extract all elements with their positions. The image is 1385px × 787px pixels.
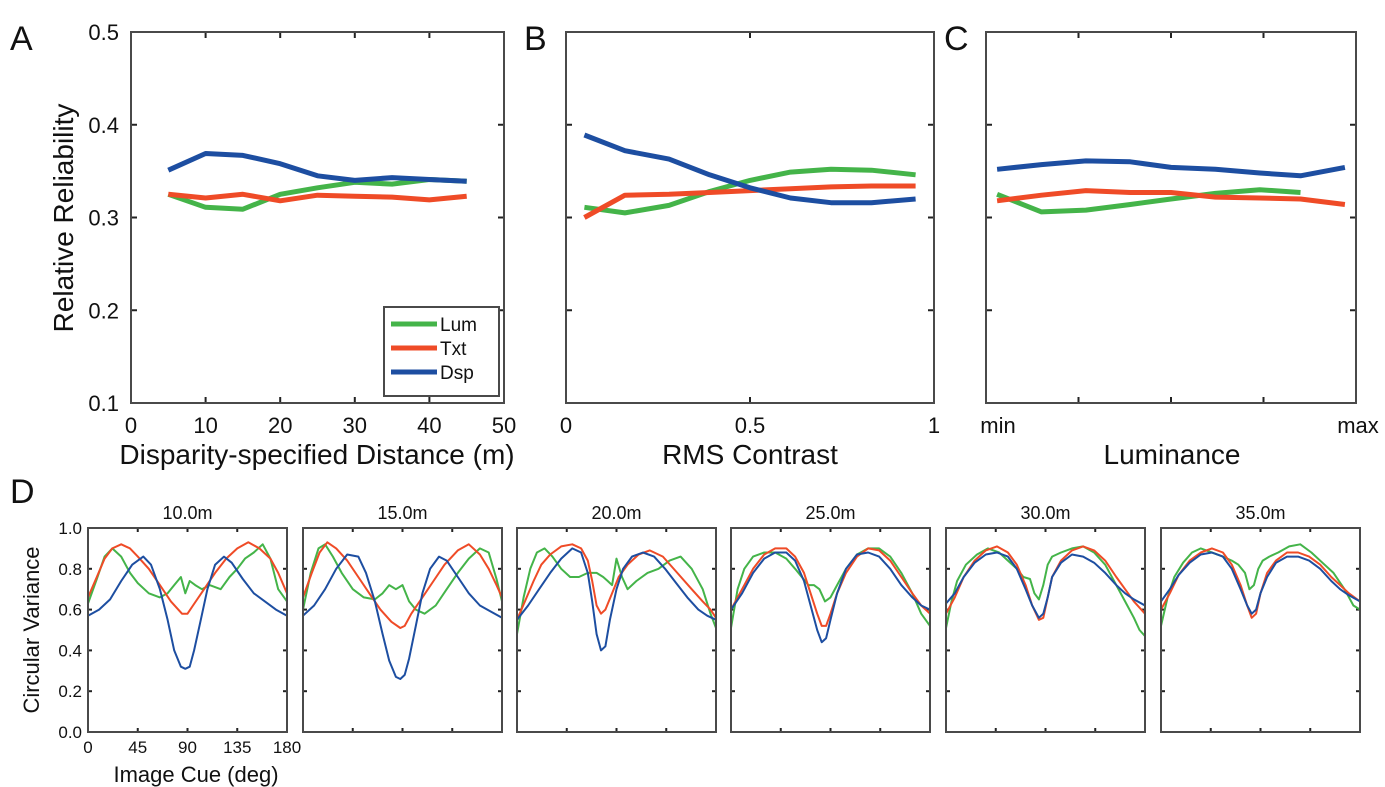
x-axis-label: RMS Contrast: [662, 439, 838, 470]
y-tick-label: 0.1: [88, 391, 119, 416]
panel-letter: B: [524, 20, 547, 58]
plot-frame: [730, 527, 931, 733]
series-line-dsp: [583, 132, 916, 206]
x-tick-label: 45: [128, 738, 147, 757]
series-line-dsp: [87, 555, 288, 670]
x-tick-label: 135: [223, 738, 251, 757]
plot-frame: [130, 31, 505, 404]
legend: Lum Txt Dsp: [383, 306, 500, 397]
panel-letter: D: [10, 473, 35, 511]
panel-a: A 0.1 0.2 0.3 0.4 0.5 0 10 20 30 40 50Disparity-spe…: [10, 20, 516, 470]
x-tick-label: 180: [273, 738, 301, 757]
series-line-txt: [945, 545, 1146, 621]
series-line-dsp: [516, 547, 717, 652]
subplot-4: 25.0m: [730, 503, 931, 733]
series-line-dsp: [945, 551, 1146, 619]
subplot-title: 20.0m: [591, 503, 641, 523]
subplot-title: 15.0m: [377, 503, 427, 523]
x-tick-label: 10: [193, 413, 217, 438]
subplot-3: 20.0m: [516, 503, 717, 733]
series-line-txt: [87, 541, 288, 615]
series-line-dsp: [996, 158, 1346, 179]
series-line-txt: [168, 191, 467, 204]
series-line-lum: [516, 547, 717, 635]
x-tick-label: 1: [928, 413, 940, 438]
legend-label-dsp: Dsp: [440, 363, 474, 384]
panel-letter: C: [944, 20, 969, 58]
series-line-lum: [87, 543, 288, 604]
series-line-txt: [583, 183, 916, 220]
x-tick-label: 40: [417, 413, 441, 438]
x-tick-label: 0: [125, 413, 137, 438]
y-tick-label: 0.4: [88, 113, 119, 138]
y-tick-label: 0.0: [58, 723, 82, 742]
y-tick-label: 0.2: [88, 298, 119, 323]
x-tick-label: 0.5: [735, 413, 766, 438]
y-tick-label: 0.4: [58, 641, 82, 660]
series-line-txt: [302, 541, 503, 629]
series-line-txt: [730, 547, 931, 627]
y-tick-label: 1.0: [58, 519, 82, 538]
subplot-title: 35.0m: [1235, 503, 1285, 523]
series-line-lum: [996, 187, 1301, 215]
subplot-1: 10.0m 0.0 0.2 0.4 0.6 0.8 1.0 0 45 90 135 180: [58, 503, 301, 757]
x-axis-label: Disparity-specified Distance (m): [119, 439, 514, 470]
series-line-lum: [1160, 543, 1361, 627]
series-line-txt: [516, 543, 717, 621]
x-axis-label: Image Cue (deg): [113, 762, 278, 787]
x-tick-label: max: [1337, 413, 1379, 438]
y-tick-label: 0.6: [58, 601, 82, 620]
y-tick-label: 0.3: [88, 206, 119, 231]
subplot-5: 30.0m: [945, 503, 1146, 733]
subplot-2: 15.0m: [302, 503, 503, 733]
plot-frame: [87, 527, 288, 733]
series-line-txt: [1160, 547, 1361, 619]
panel-d: D 10.0m 0.0 0.2 0.4 0.6 0.8 1.0 0 45 90 135 180 15.0m…: [10, 473, 1361, 787]
x-tick-label: 90: [178, 738, 197, 757]
series-line-lum: [302, 543, 503, 615]
legend-label-lum: Lum: [440, 315, 477, 336]
plot-frame: [516, 527, 717, 733]
panel-letter: A: [10, 20, 33, 58]
subplot-title: 30.0m: [1020, 503, 1070, 523]
subplot-title: 25.0m: [805, 503, 855, 523]
x-tick-label: 50: [492, 413, 516, 438]
x-tick-label: 30: [343, 413, 367, 438]
y-axis-label: Relative Reliability: [48, 104, 79, 333]
y-tick-label: 0.2: [58, 682, 82, 701]
plot-frame: [302, 527, 503, 733]
x-tick-label: min: [980, 413, 1015, 438]
x-tick-label: 20: [268, 413, 292, 438]
series-line-lum: [730, 547, 931, 629]
legend-label-txt: Txt: [440, 339, 467, 360]
plot-frame: [985, 31, 1357, 404]
subplot-6: 35.0m: [1160, 503, 1361, 733]
x-tick-label: 0: [560, 413, 572, 438]
plot-frame: [1160, 527, 1361, 733]
series-line-dsp: [730, 551, 931, 644]
y-tick-label: 0.5: [88, 20, 119, 45]
series-line-txt: [996, 188, 1346, 207]
series-line-dsp: [1160, 551, 1361, 615]
plot-frame: [565, 31, 935, 404]
x-tick-label: 0: [83, 738, 92, 757]
panel-b: B 0 0.5 1 RMS Contrast: [524, 20, 940, 470]
y-axis-label: Circular Variance: [19, 546, 44, 713]
series-line-dsp: [302, 553, 503, 680]
x-axis-label: Luminance: [1104, 439, 1241, 470]
series-line-dsp: [167, 151, 467, 184]
subplot-title: 10.0m: [162, 503, 212, 523]
plot-frame: [945, 527, 1146, 733]
series-line-lum: [584, 166, 916, 216]
y-tick-label: 0.8: [58, 560, 82, 579]
